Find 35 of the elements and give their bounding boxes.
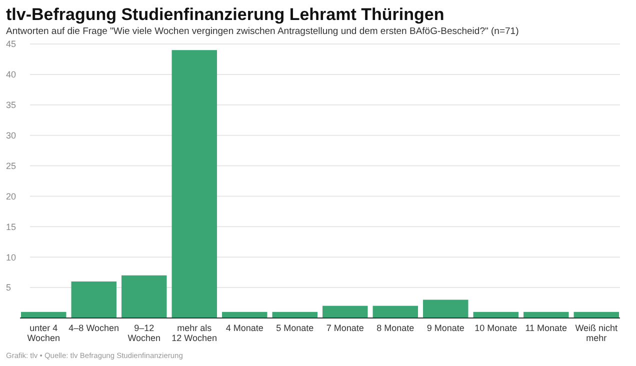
bar	[574, 312, 619, 318]
y-tick-label: 30	[6, 130, 16, 140]
x-tick-label: mehr als 12 Wochen	[172, 323, 218, 343]
bar	[272, 312, 318, 318]
x-tick-label: 7 Monate	[326, 323, 364, 333]
chart-subtitle: Antworten auf die Frage "Wie viele Wochen vergingen zwischen Antragstellung und dem ersten BAföG-Bescheid?" (n=71)	[6, 26, 519, 37]
x-tick-label: 9–12 Wochen	[128, 323, 161, 343]
x-tick-label: 4 Monate	[226, 323, 264, 333]
bar	[322, 306, 368, 318]
x-tick-label: unter 4 Wochen	[27, 323, 60, 343]
y-tick-label: 25	[6, 160, 16, 171]
x-tick-label: Weiß nicht mehr	[575, 323, 618, 343]
bar	[21, 312, 66, 318]
bar	[423, 300, 468, 318]
x-tick-label: 5 Monate	[276, 323, 314, 333]
x-tick-label: 11 Monate	[525, 323, 568, 333]
y-tick-label: 20	[6, 191, 16, 202]
bar	[524, 312, 569, 318]
bar	[473, 312, 518, 318]
x-tick-label: 4–8 Wochen	[68, 323, 120, 333]
bar	[71, 281, 116, 318]
y-tick-label: 15	[6, 222, 16, 232]
bar	[122, 275, 167, 318]
x-tick-label: 9 Monate	[426, 323, 464, 333]
chart-title: tlv-Befragung Studienfinanzierung Lehramt Thüringen	[6, 5, 444, 24]
x-tick-label: 10 Monate	[474, 323, 518, 333]
y-tick-label: 10	[6, 252, 16, 262]
y-tick-label: 40	[6, 70, 16, 80]
y-tick-label: 45	[6, 39, 16, 50]
bar	[372, 306, 418, 318]
bar	[222, 312, 268, 318]
y-tick-label: 35	[6, 100, 16, 110]
x-tick-label: 8 Monate	[376, 323, 414, 333]
bar	[172, 50, 217, 318]
y-tick-label: 5	[6, 282, 12, 293]
